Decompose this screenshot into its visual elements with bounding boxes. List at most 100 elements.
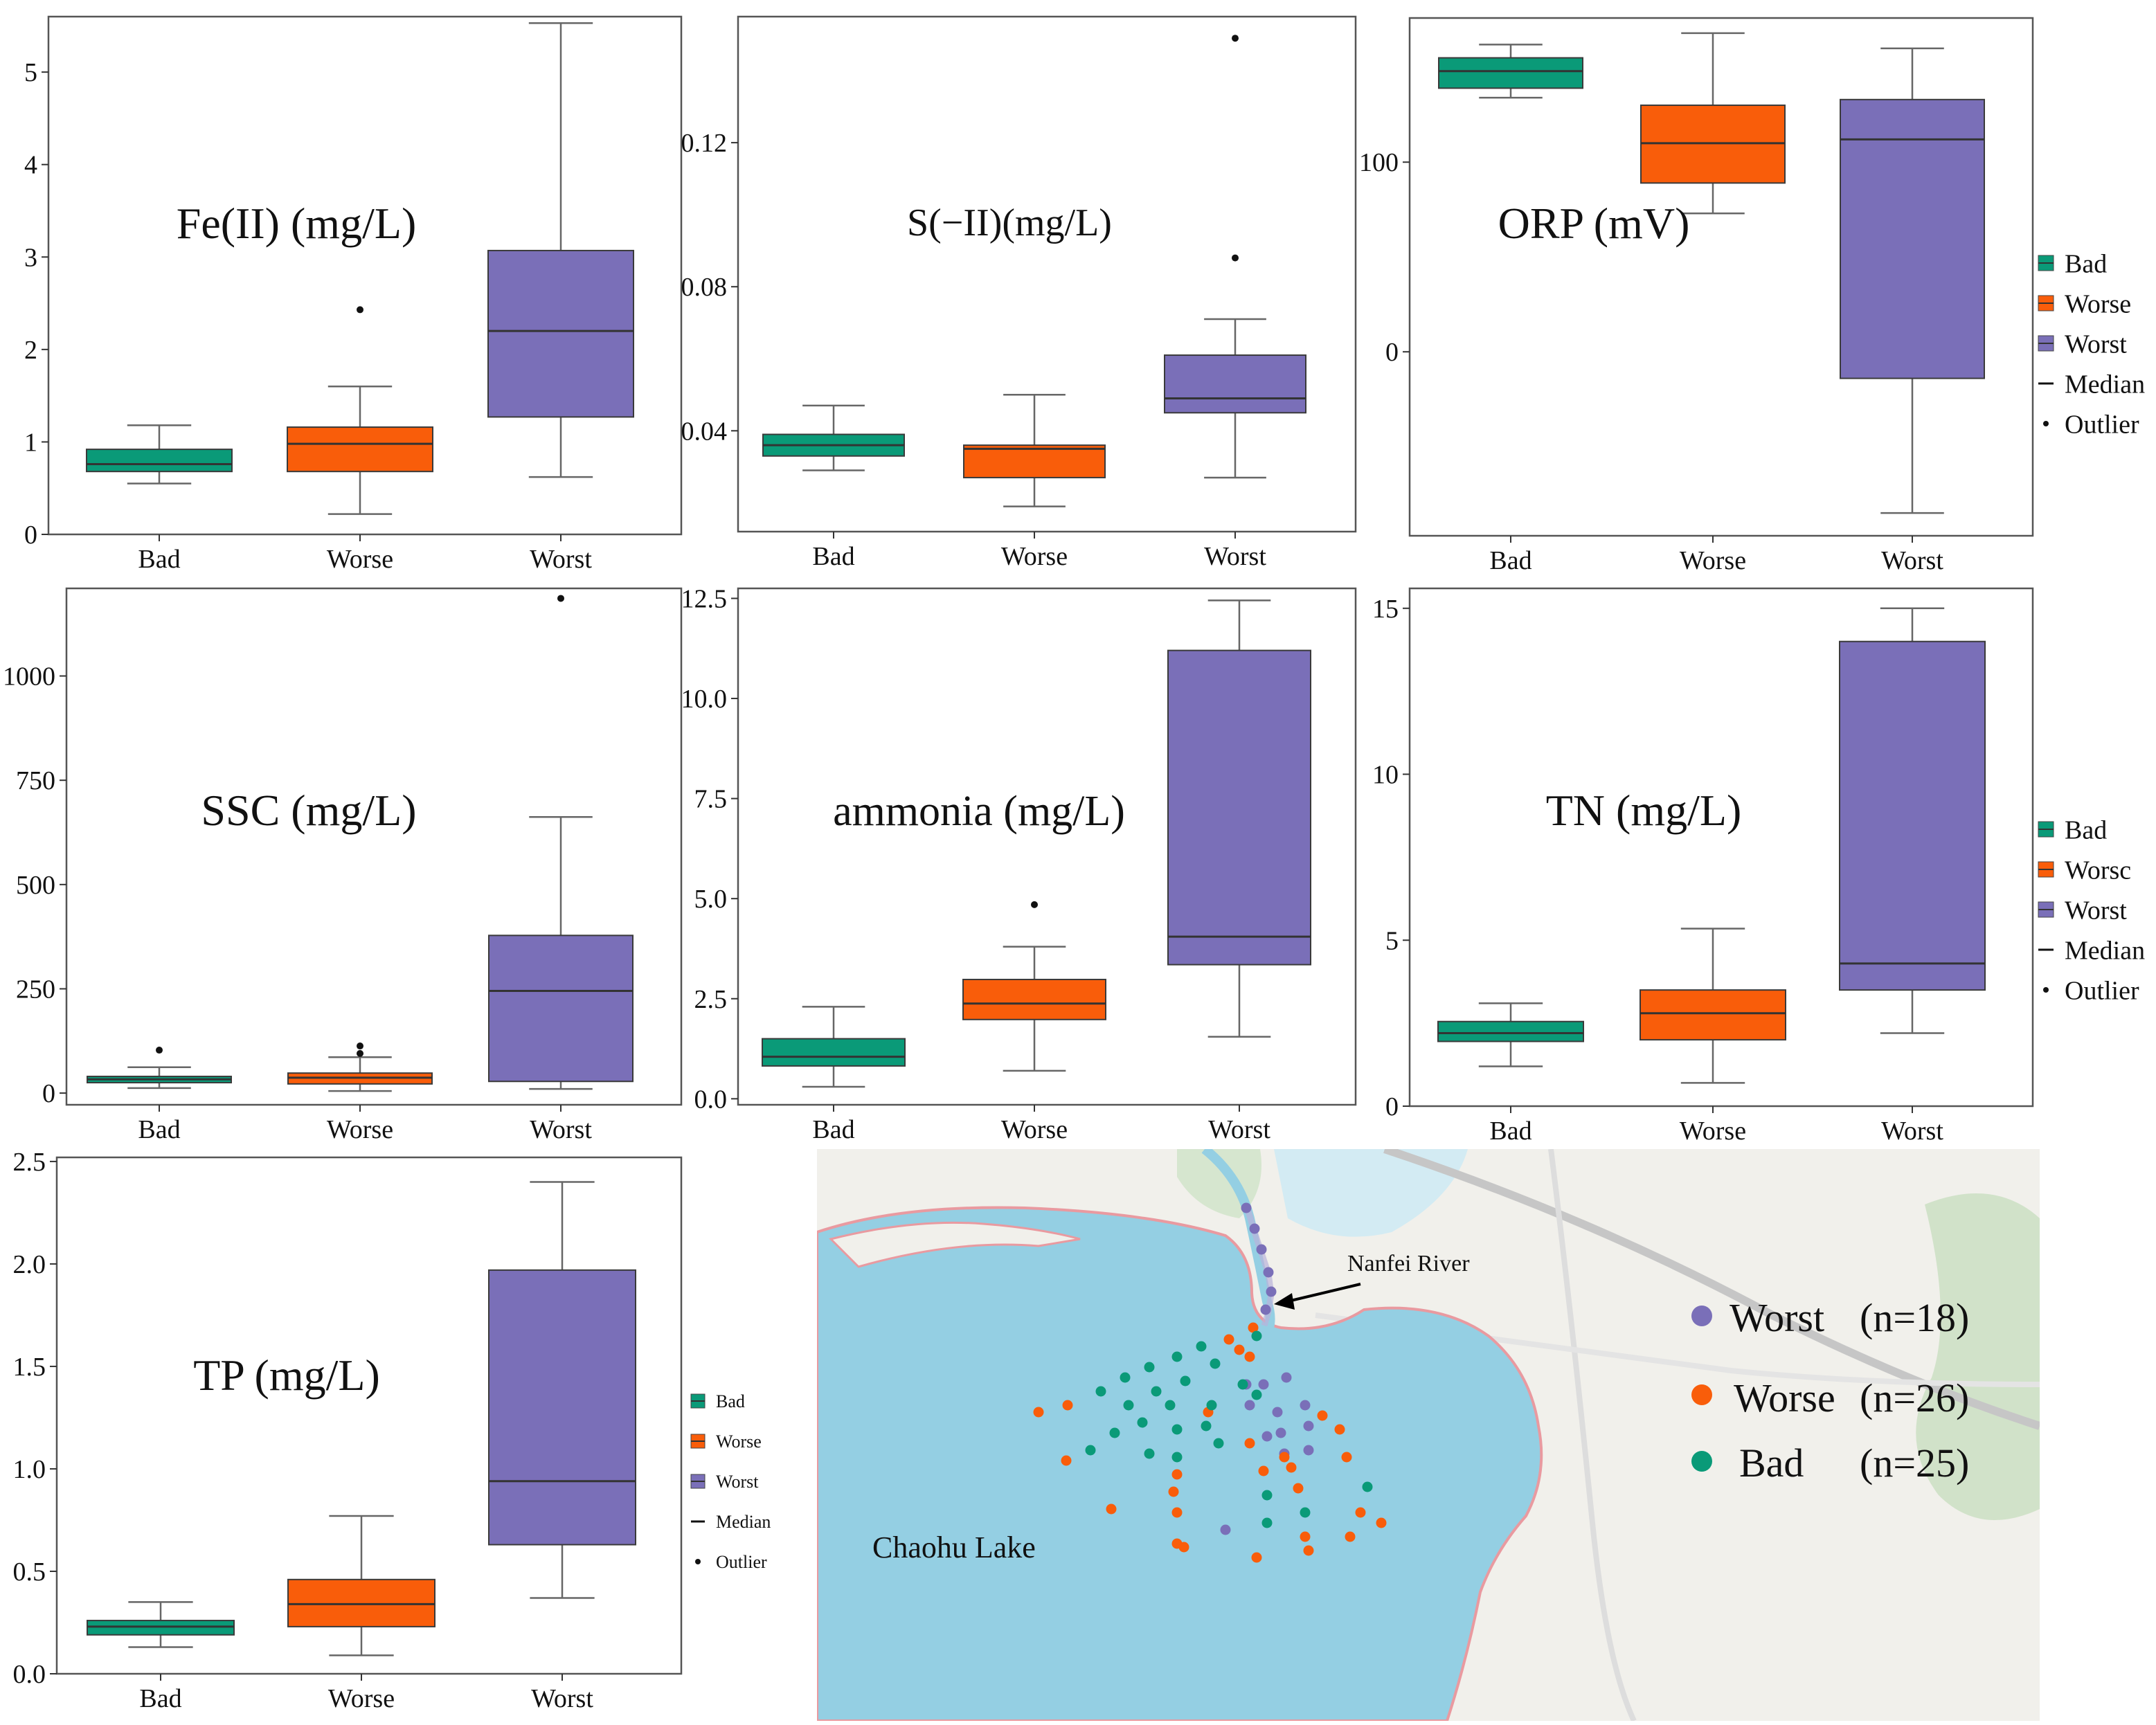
sampling-point-worse: [1248, 1322, 1259, 1333]
legend-bottom: Bad Worse Worst Median Outlier: [690, 1391, 771, 1572]
panel-title: ammonia (mg/L): [833, 788, 1125, 835]
legend-label: Worse: [716, 1432, 762, 1452]
sampling-site-map: Nanfei River Chaohu Lake Worst (n=18) Wo…: [817, 1149, 2040, 1721]
legend-label: Worst: [716, 1472, 759, 1492]
map-hills: [1916, 1193, 2040, 1520]
box-bad: [86, 449, 233, 473]
map-bay: [1274, 1149, 1468, 1237]
sampling-point-bad: [1085, 1445, 1096, 1456]
plot-frame: [1408, 587, 2034, 1108]
sampling-point-bad: [1210, 1358, 1221, 1369]
outlier-point: [357, 1049, 363, 1057]
legend-label: Bad: [2065, 249, 2107, 278]
sampling-point-worse: [1293, 1483, 1304, 1494]
box-worst: [1164, 354, 1306, 414]
sampling-point-worse: [1303, 1545, 1314, 1556]
y-tick-label: 10.0: [681, 685, 728, 714]
legend-label: Worst: [2065, 896, 2127, 925]
x-tick-label: Worse: [327, 1115, 393, 1144]
legend-label: Median: [2065, 936, 2145, 965]
outlier-point: [357, 1042, 363, 1050]
sampling-point-bad: [1165, 1400, 1176, 1411]
y-tick-label: 3: [24, 243, 37, 272]
y-tick-label: 2.5: [13, 1148, 46, 1177]
x-tick-label: Worse: [1680, 1117, 1746, 1146]
plot-frame: [737, 15, 1357, 533]
x-tick-label: Bad: [812, 542, 854, 571]
plot-frame: [65, 587, 683, 1106]
sampling-point-worse: [1334, 1424, 1345, 1435]
sampling-point-bad: [1300, 1507, 1311, 1518]
sampling-point-worst: [1275, 1427, 1286, 1438]
box-worst: [487, 249, 634, 418]
outlier-point: [557, 595, 564, 602]
sampling-point-bad: [1120, 1372, 1131, 1383]
map-road-2: [1548, 1149, 1637, 1721]
sampling-point-bad: [1201, 1420, 1212, 1432]
x-tick-label: Bad: [138, 545, 180, 574]
sampling-point-worse: [1171, 1507, 1183, 1518]
legend-label: Worst: [2065, 329, 2127, 359]
y-tick-label: 10: [1372, 761, 1399, 790]
y-tick-label: 0.0: [13, 1660, 46, 1689]
legend-label: Median: [716, 1512, 771, 1532]
map-lake-islets: [829, 1221, 1081, 1268]
y-tick-label: 12.5: [681, 584, 728, 613]
sampling-point-bad: [1261, 1490, 1273, 1501]
sampling-point-worse: [1345, 1531, 1356, 1542]
sampling-point-worst: [1261, 1431, 1273, 1442]
box-worse: [962, 978, 1106, 1020]
river-pointer-arrow: [1287, 1283, 1361, 1303]
map-legend-count-worst: (n=18): [1860, 1295, 1969, 1340]
y-tick-label: 0: [1385, 338, 1399, 367]
x-tick-label: Worst: [530, 1115, 592, 1144]
y-tick-label: 5: [1385, 926, 1399, 955]
legend-label: Bad: [2065, 815, 2107, 845]
sampling-point-bad: [1362, 1481, 1373, 1492]
sampling-point-bad: [1171, 1424, 1183, 1435]
y-tick-label: 4: [24, 151, 37, 180]
map-legend: Worst (n=18) Worse (n=26) Bad (n=25): [1691, 1295, 1969, 1485]
box-worst: [1839, 640, 1986, 991]
x-tick-label: Worse: [328, 1684, 395, 1713]
sampling-point-bad: [1196, 1341, 1207, 1352]
plot-frame: [47, 15, 683, 536]
x-tick-label: Worse: [1001, 542, 1068, 571]
sampling-point-bad: [1144, 1362, 1155, 1373]
map-road: [1383, 1149, 2040, 1430]
legend-outlier-mark: [2043, 987, 2049, 993]
box-bad: [762, 1038, 906, 1067]
panel-title: SSC (mg/L): [201, 786, 416, 835]
y-tick-label: 2.5: [694, 985, 728, 1014]
y-tick-label: 2.0: [13, 1250, 46, 1279]
sampling-point-worse: [1355, 1507, 1366, 1518]
sampling-point-worse: [1341, 1452, 1352, 1463]
map-legend-count-worse: (n=26): [1860, 1375, 1969, 1420]
sampling-point-worse: [1033, 1407, 1044, 1418]
sampling-point-bad: [1123, 1400, 1134, 1411]
sampling-point-worse: [1062, 1400, 1073, 1411]
sampling-point-worst: [1263, 1267, 1274, 1278]
y-tick-label: 1: [24, 428, 37, 457]
y-tick-label: 2: [24, 336, 37, 365]
panel-title: Fe(II) (mg/L): [177, 199, 417, 248]
sampling-point-bad: [1261, 1517, 1273, 1528]
y-tick-label: 0.5: [13, 1557, 46, 1587]
map-legend-marker-worst: [1691, 1306, 1712, 1326]
y-tick-label: 0.04: [681, 417, 728, 446]
sampling-point-bad: [1144, 1448, 1155, 1459]
map-lake: [817, 1206, 1543, 1721]
boxplot-ssc: 0 250 500 750 1000 Bad Worse Worst SSC (mg/L): [3, 587, 683, 1144]
y-tick-label: 1000: [3, 662, 55, 692]
sampling-point-worst: [1266, 1286, 1277, 1297]
panel-title: TP (mg/L): [193, 1351, 380, 1400]
x-tick-label: Bad: [1489, 1117, 1531, 1146]
sampling-point-worse: [1171, 1469, 1183, 1480]
sampling-point-worse: [1106, 1503, 1117, 1515]
sampling-point-bad: [1213, 1438, 1224, 1449]
y-tick-label: 100: [1359, 148, 1399, 177]
x-tick-label: Worse: [1001, 1115, 1068, 1144]
legend-top: Bad Worse Worst Median Outlier: [2038, 249, 2145, 439]
sampling-point-worse: [1223, 1334, 1234, 1345]
